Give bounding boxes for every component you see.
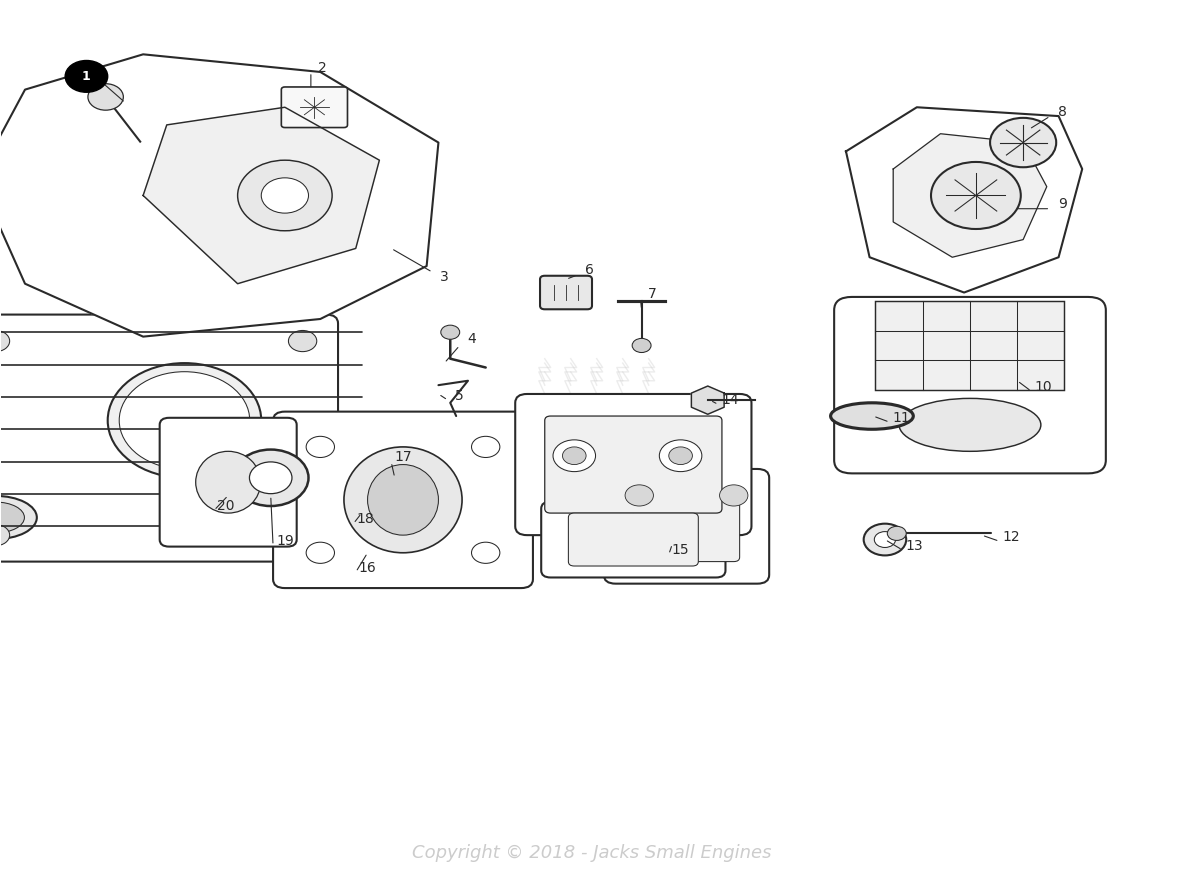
Text: 10: 10 (1035, 380, 1053, 394)
FancyBboxPatch shape (604, 469, 770, 583)
Circle shape (720, 485, 748, 506)
Text: 4: 4 (468, 332, 476, 346)
FancyBboxPatch shape (0, 314, 339, 562)
FancyBboxPatch shape (282, 87, 347, 127)
Polygon shape (893, 134, 1047, 258)
Circle shape (0, 330, 9, 351)
Circle shape (262, 178, 309, 213)
Circle shape (440, 325, 459, 339)
FancyBboxPatch shape (545, 416, 722, 513)
Circle shape (108, 363, 262, 478)
Text: 3: 3 (440, 270, 449, 283)
Circle shape (931, 162, 1021, 229)
Circle shape (669, 447, 693, 465)
Text: Copyright © 2018 - Jacks Small Engines: Copyright © 2018 - Jacks Small Engines (412, 843, 772, 862)
Text: 9: 9 (1057, 197, 1067, 212)
Circle shape (863, 524, 906, 556)
Circle shape (553, 440, 596, 472)
Text: SMALL ENGINES: SMALL ENGINES (516, 429, 668, 447)
Circle shape (887, 527, 906, 541)
Text: 5: 5 (456, 389, 464, 403)
FancyBboxPatch shape (515, 394, 752, 535)
FancyBboxPatch shape (540, 276, 592, 309)
Circle shape (562, 447, 586, 465)
Circle shape (307, 436, 335, 458)
Circle shape (233, 450, 309, 506)
Text: 13: 13 (906, 539, 924, 553)
Text: 1: 1 (82, 70, 91, 83)
Ellipse shape (195, 451, 260, 513)
Text: 12: 12 (1003, 530, 1021, 544)
Text: 16: 16 (359, 561, 377, 574)
Circle shape (120, 372, 250, 469)
Text: 17: 17 (394, 450, 412, 465)
FancyBboxPatch shape (274, 412, 533, 588)
Text: Jacks: Jacks (534, 393, 650, 431)
Ellipse shape (899, 398, 1041, 451)
Text: 2: 2 (318, 60, 327, 74)
Circle shape (471, 436, 500, 458)
FancyBboxPatch shape (541, 502, 726, 578)
FancyBboxPatch shape (835, 297, 1106, 473)
Circle shape (471, 543, 500, 564)
Circle shape (659, 440, 702, 472)
Ellipse shape (831, 403, 913, 429)
FancyBboxPatch shape (568, 513, 699, 566)
Bar (875, 302, 1064, 389)
Circle shape (238, 160, 333, 231)
Polygon shape (143, 107, 379, 284)
Circle shape (289, 330, 317, 351)
Ellipse shape (343, 447, 462, 553)
Ellipse shape (367, 465, 438, 535)
Text: 7: 7 (648, 288, 657, 301)
Text: 11: 11 (893, 411, 910, 425)
Circle shape (307, 543, 335, 564)
Polygon shape (691, 386, 725, 414)
Text: 14: 14 (721, 393, 739, 407)
Circle shape (250, 462, 292, 494)
Polygon shape (845, 107, 1082, 293)
FancyBboxPatch shape (633, 491, 740, 562)
FancyBboxPatch shape (160, 418, 297, 547)
Circle shape (0, 525, 9, 546)
Ellipse shape (0, 502, 25, 533)
Text: 15: 15 (671, 543, 689, 558)
Text: 19: 19 (276, 535, 294, 549)
Circle shape (88, 84, 123, 110)
Text: 6: 6 (585, 264, 594, 278)
Circle shape (625, 485, 654, 506)
Text: 20: 20 (217, 499, 234, 513)
Ellipse shape (0, 496, 37, 539)
Text: 8: 8 (1057, 104, 1067, 119)
Circle shape (632, 338, 651, 352)
Circle shape (874, 532, 895, 548)
Circle shape (289, 525, 317, 546)
Circle shape (990, 118, 1056, 167)
Polygon shape (0, 54, 438, 336)
Text: 18: 18 (356, 512, 374, 527)
Circle shape (65, 60, 108, 92)
